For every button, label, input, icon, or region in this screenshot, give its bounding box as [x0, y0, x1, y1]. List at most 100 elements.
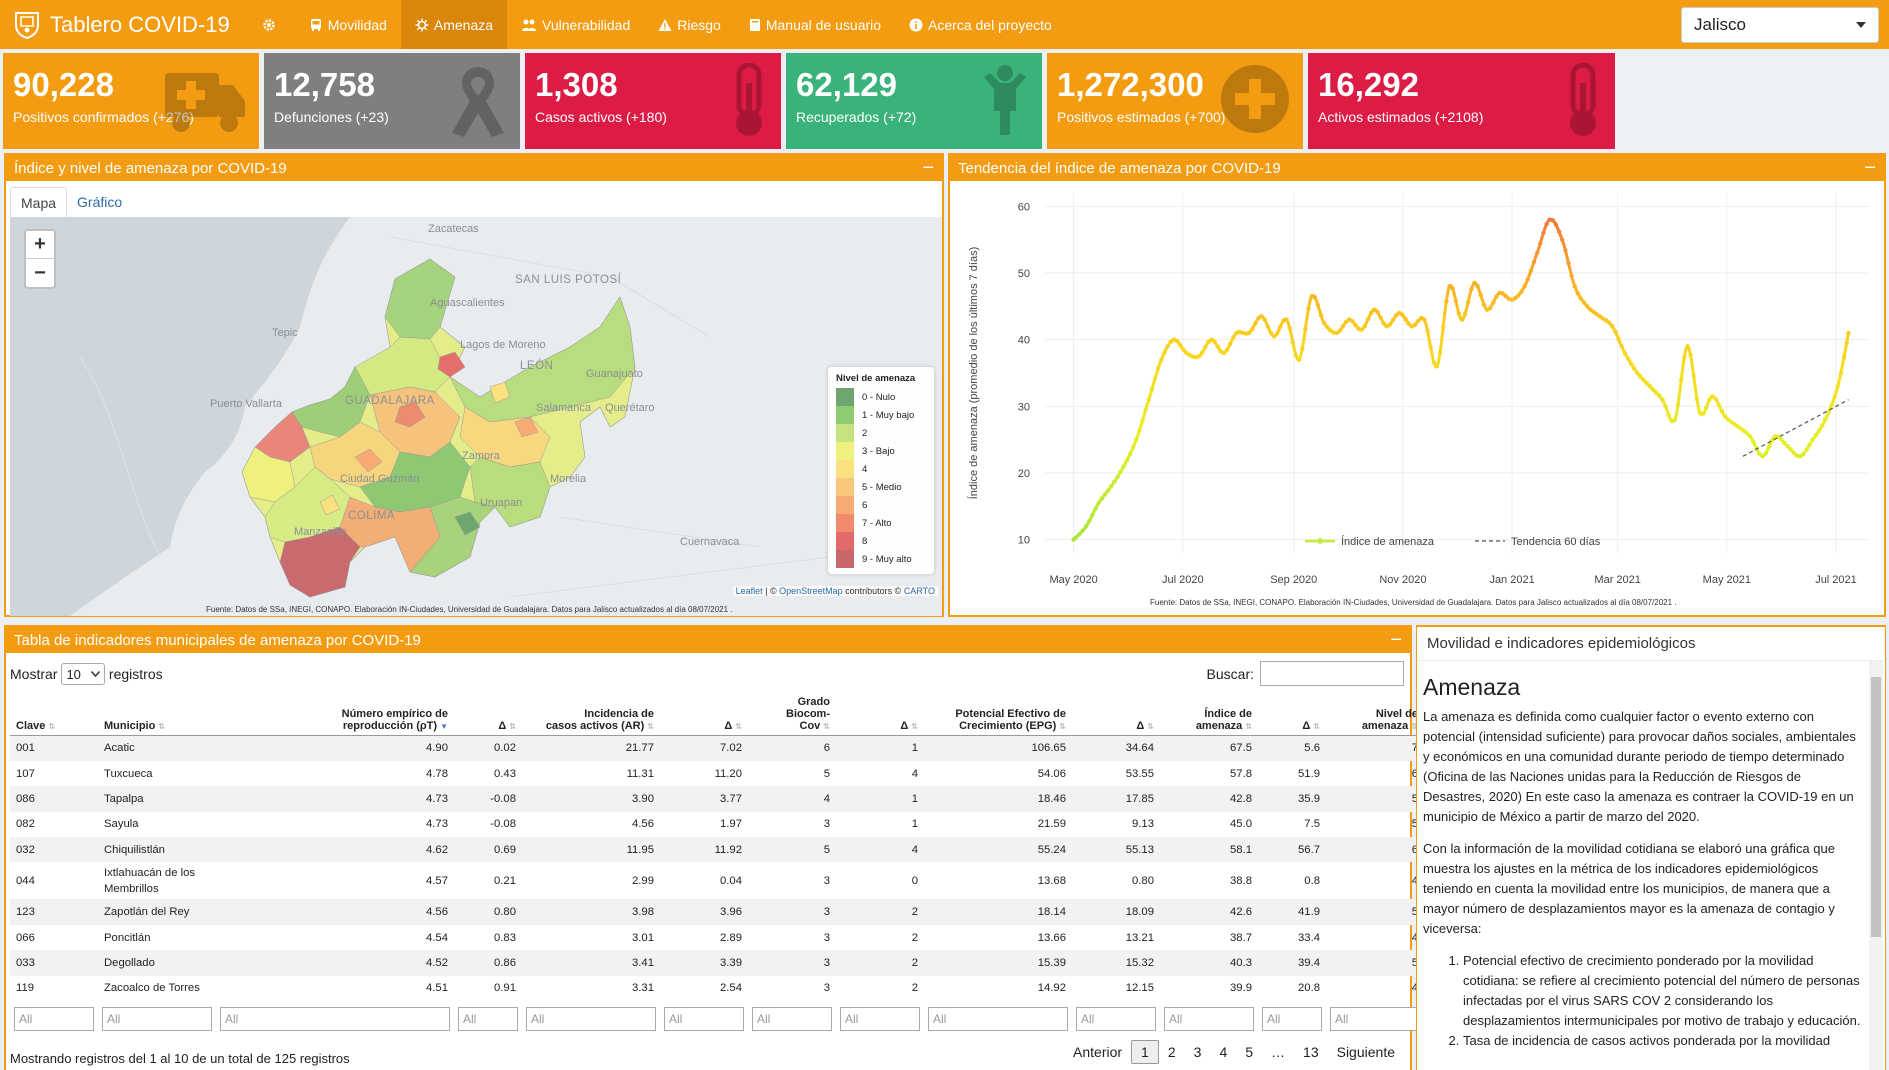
- sort-icon[interactable]: ⇅: [1147, 722, 1154, 731]
- sort-icon[interactable]: ⇅: [735, 722, 742, 731]
- search-input[interactable]: [1260, 661, 1404, 686]
- column-header[interactable]: Incidencia de casos activos (AR) ⇅: [522, 693, 660, 736]
- sort-icon[interactable]: ⇅: [48, 722, 56, 731]
- next-page-button[interactable]: Siguiente: [1336, 1044, 1395, 1060]
- nav-amenaza[interactable]: Amenaza: [400, 0, 508, 49]
- nav-movilidad[interactable]: Movilidad: [295, 0, 401, 49]
- legend-label: Tendencia 60 días: [1511, 536, 1601, 548]
- table-row[interactable]: 044 Ixtlahuacán de los Membrillos 4.57 0.21…: [10, 862, 1492, 899]
- card-label: Activos estimados (+2108): [1318, 109, 1484, 126]
- column-filter-input[interactable]: All: [1076, 1007, 1156, 1032]
- column-header[interactable]: Grado Biocom- Cov ⇅: [748, 693, 836, 736]
- filter-cell: All: [660, 1001, 748, 1032]
- osm-link[interactable]: OpenStreetMap: [779, 586, 843, 596]
- carto-link[interactable]: CARTO: [903, 586, 935, 596]
- nav-acerca[interactable]: Acerca del proyecto: [895, 0, 1066, 49]
- sort-icon[interactable]: ⇅: [1059, 722, 1066, 731]
- column-header[interactable]: Δ⇅: [454, 693, 522, 736]
- column-filter-input[interactable]: All: [1164, 1007, 1254, 1032]
- column-header[interactable]: Potencial Efectivo de Crecimiento (EPG) ⇅: [924, 693, 1072, 736]
- column-header[interactable]: Δ⇅: [1258, 693, 1326, 736]
- column-filter-input[interactable]: All: [526, 1007, 656, 1032]
- minimize-button[interactable]: −: [1864, 157, 1876, 179]
- table-cell: 7.02: [660, 735, 748, 761]
- page-button[interactable]: 1: [1131, 1040, 1159, 1064]
- column-header[interactable]: Número empírico de reproducción (ρT) ▼: [216, 693, 454, 736]
- leaflet-link[interactable]: Leaflet: [735, 586, 763, 596]
- tab-mapa[interactable]: Mapa: [10, 187, 68, 219]
- series-marker: [1534, 250, 1540, 256]
- column-filter-input[interactable]: All: [102, 1007, 212, 1032]
- column-header[interactable]: Δ⇅: [836, 693, 924, 736]
- zoom-out-button[interactable]: −: [34, 261, 46, 284]
- series-marker: [1312, 294, 1317, 300]
- sort-icon[interactable]: ▼: [440, 722, 448, 731]
- prev-page-button[interactable]: Anterior: [1073, 1044, 1123, 1060]
- nav-settings[interactable]: [248, 0, 295, 49]
- column-filter-input[interactable]: All: [220, 1007, 450, 1032]
- page-button[interactable]: 5: [1245, 1044, 1254, 1060]
- table-row[interactable]: 119 Zacoalco de Torres 4.51 0.91 3.31 2.54 3 2 1…: [10, 976, 1492, 1001]
- series-marker: [1143, 407, 1148, 413]
- sort-icon[interactable]: ⇅: [158, 722, 166, 731]
- minimize-button[interactable]: −: [922, 157, 934, 179]
- column-header[interactable]: Δ⇅: [660, 693, 748, 736]
- page-button[interactable]: 2: [1167, 1044, 1176, 1060]
- column-filter-input[interactable]: All: [458, 1007, 518, 1032]
- sort-icon[interactable]: ⇅: [647, 722, 654, 731]
- choropleth-map[interactable]: Zacatecas SAN LUIS POTOSÍ Aguascalientes…: [10, 217, 942, 616]
- column-header-line1: Índice de: [1204, 708, 1252, 720]
- table-row[interactable]: 032 Chiquilistlán 4.62 0.69 11.95 11.92 5 4 55.2…: [10, 837, 1492, 863]
- scrollbar-thumb[interactable]: [1871, 677, 1881, 937]
- page-button[interactable]: 4: [1219, 1044, 1228, 1060]
- legend-swatch: [836, 478, 854, 496]
- page-button[interactable]: 3: [1193, 1044, 1202, 1060]
- sort-icon[interactable]: ⇅: [823, 722, 830, 731]
- table-row[interactable]: 001 Acatic 4.90 0.02 21.77 7.02 6 1 106.65 34.64 6…: [10, 735, 1492, 761]
- column-header[interactable]: Δ⇅: [1072, 693, 1160, 736]
- table-row[interactable]: 086 Tapalpa 4.73 -0.08 3.90 3.77 4 1 18.46 17.85 4…: [10, 786, 1492, 812]
- column-header[interactable]: Nivel de amenaza ⇅: [1326, 693, 1424, 736]
- length-select[interactable]: 10: [61, 663, 105, 685]
- column-filter-input[interactable]: All: [840, 1007, 920, 1032]
- trend-source-note: Fuente: Datos de SSa, INEGI, CONAPO. Ela…: [1150, 598, 1677, 607]
- sort-icon[interactable]: ⇅: [911, 722, 918, 731]
- sort-icon[interactable]: ⇅: [509, 722, 516, 731]
- series-marker: [1713, 396, 1718, 402]
- sort-icon[interactable]: ⇅: [1245, 722, 1252, 731]
- table-row[interactable]: 123 Zapotlán del Rey 4.56 0.80 3.98 3.96 3 2 18.…: [10, 899, 1492, 925]
- minimize-button[interactable]: −: [1390, 629, 1402, 651]
- nav-vulnerabilidad[interactable]: Vulnerabilidad: [507, 0, 644, 49]
- column-filter-input[interactable]: All: [1330, 1007, 1420, 1032]
- map-place-label: Aguascalientes: [430, 297, 505, 309]
- nav-manual[interactable]: Manual de usuario: [735, 0, 895, 49]
- column-filter-input[interactable]: All: [928, 1007, 1068, 1032]
- column-header[interactable]: Clave ⇅: [10, 693, 98, 736]
- column-header[interactable]: Municipio ⇅: [98, 693, 216, 736]
- nav-riesgo[interactable]: Riesgo: [644, 0, 735, 49]
- sort-icon[interactable]: ⇅: [1313, 722, 1320, 731]
- tab-grafico[interactable]: Gráfico: [77, 194, 123, 210]
- column-filter-input[interactable]: All: [1262, 1007, 1322, 1032]
- nav-label: Amenaza: [433, 16, 494, 33]
- column-filter-input[interactable]: All: [664, 1007, 744, 1032]
- trend-chart[interactable]: 10 20 30 40 50 60 May 2020 Jul 2020 Sep 2020 Nov …: [950, 183, 1884, 591]
- column-header[interactable]: Índice de amenaza ⇅: [1160, 693, 1258, 736]
- column-filter-input[interactable]: All: [752, 1007, 832, 1032]
- sort-icon[interactable]: ⇅: [1411, 722, 1418, 731]
- column-filter-input[interactable]: All: [14, 1007, 94, 1032]
- side-scrollbar[interactable]: [1869, 661, 1883, 1070]
- series-marker: [1184, 350, 1189, 356]
- table-row[interactable]: 107 Tuxcueca 4.78 0.43 11.31 11.20 5 4 54.06 53.5…: [10, 761, 1492, 786]
- state-select[interactable]: Jalisco: [1681, 7, 1879, 43]
- table-row[interactable]: 033 Degollado 4.52 0.86 3.41 3.39 3 2 15.39 15.32…: [10, 950, 1492, 976]
- page-button[interactable]: 13: [1303, 1044, 1319, 1060]
- table-row[interactable]: 082 Sayula 4.73 -0.08 4.56 1.97 3 1 21.59 9.13 45.…: [10, 812, 1492, 837]
- table-cell: 54.06: [1037, 767, 1066, 780]
- table-cell: 15.39: [924, 950, 1072, 976]
- zoom-in-button[interactable]: +: [26, 231, 54, 259]
- y-tick-label: 20: [1018, 468, 1030, 480]
- series-marker: [1813, 433, 1819, 438]
- series-marker: [1080, 528, 1085, 533]
- table-row[interactable]: 066 Poncitlán 4.54 0.83 3.01 2.89 3 2 13.66 13.21…: [10, 925, 1492, 950]
